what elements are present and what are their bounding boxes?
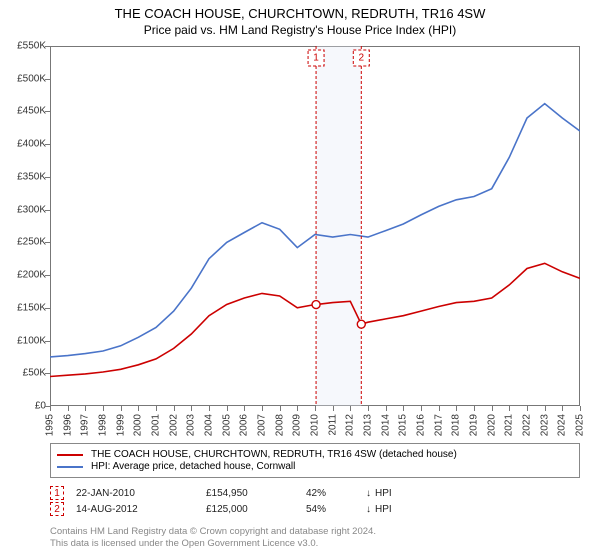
marker-label-text-2: 2 xyxy=(359,53,365,64)
sales-pct-2: 54% xyxy=(306,504,366,515)
sales-table: 1 22-JAN-2010 £154,950 42% ↓ HPI 2 14-AU… xyxy=(50,484,392,518)
chart-container: THE COACH HOUSE, CHURCHTOWN, REDRUTH, TR… xyxy=(0,0,600,560)
sales-row-1: 1 22-JAN-2010 £154,950 42% ↓ HPI xyxy=(50,486,392,500)
sales-rel-2: HPI xyxy=(375,504,392,515)
down-arrow-icon: ↓ xyxy=(366,488,371,499)
marker-badge-1: 1 xyxy=(50,486,64,500)
legend-swatch-hpi xyxy=(57,466,83,468)
sales-row-2: 2 14-AUG-2012 £125,000 54% ↓ HPI xyxy=(50,502,392,516)
sales-rel-1: HPI xyxy=(375,488,392,499)
footer-line-2: This data is licensed under the Open Gov… xyxy=(50,538,376,550)
footer-attribution: Contains HM Land Registry data © Crown c… xyxy=(50,526,376,550)
legend-label-hpi: HPI: Average price, detached house, Corn… xyxy=(91,461,295,472)
marker-dot-1 xyxy=(312,301,320,309)
legend: THE COACH HOUSE, CHURCHTOWN, REDRUTH, TR… xyxy=(50,443,580,478)
legend-swatch-property xyxy=(57,454,83,456)
shaded-band xyxy=(316,46,361,406)
legend-row-hpi: HPI: Average price, detached house, Corn… xyxy=(57,461,573,472)
series-line-hpi xyxy=(50,104,580,357)
legend-label-property: THE COACH HOUSE, CHURCHTOWN, REDRUTH, TR… xyxy=(91,449,457,460)
down-arrow-icon: ↓ xyxy=(366,504,371,515)
footer-line-1: Contains HM Land Registry data © Crown c… xyxy=(50,526,376,538)
marker-badge-2: 2 xyxy=(50,502,64,516)
series-line-property xyxy=(50,263,580,376)
marker-dot-2 xyxy=(357,320,365,328)
sales-date-2: 14-AUG-2012 xyxy=(76,504,206,515)
sales-price-1: £154,950 xyxy=(206,488,306,499)
marker-label-text-1: 1 xyxy=(313,53,319,64)
sales-pct-1: 42% xyxy=(306,488,366,499)
legend-row-property: THE COACH HOUSE, CHURCHTOWN, REDRUTH, TR… xyxy=(57,449,573,460)
sales-price-2: £125,000 xyxy=(206,504,306,515)
sales-date-1: 22-JAN-2010 xyxy=(76,488,206,499)
